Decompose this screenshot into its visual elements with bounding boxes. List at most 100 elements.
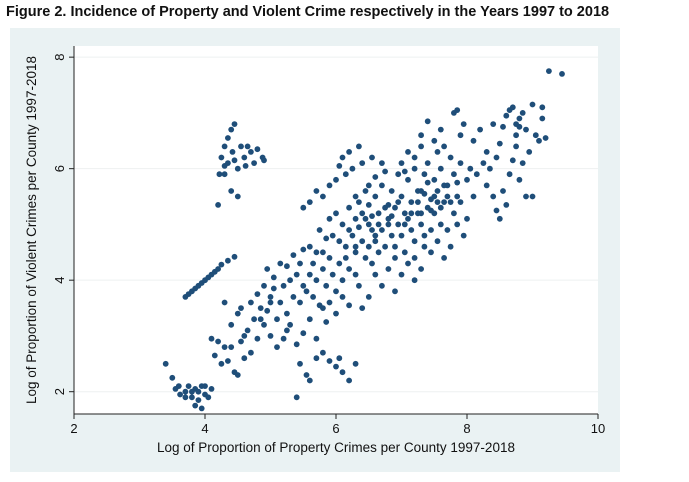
data-point-0-306 [529,193,536,200]
data-point-0-82 [241,333,248,339]
data-point-0-58 [208,335,215,342]
data-point-0-244 [424,179,431,186]
data-point-0-141 [313,335,320,342]
data-point-0-294 [490,193,497,200]
data-point-0-308 [536,137,542,144]
data-point-0-200 [408,199,415,206]
data-point-0-176 [356,143,362,150]
data-point-0-6 [185,383,192,389]
data-point-0-180 [372,174,379,180]
data-point-0-45 [234,193,241,200]
data-point-0-178 [365,182,372,189]
data-point-0-80 [234,310,241,317]
data-point-0-108 [316,227,323,233]
data-point-0-194 [388,188,395,194]
data-point-0-7 [189,394,195,401]
data-point-0-10 [195,397,202,403]
data-point-0-79 [228,321,235,328]
data-point-0-335 [401,221,408,228]
data-point-0-114 [336,238,343,245]
data-point-0-220 [421,243,428,250]
data-point-0-119 [306,271,313,278]
data-point-0-229 [424,160,431,167]
data-point-0-253 [464,215,470,222]
data-point-0-305 [526,149,533,155]
data-point-0-15 [198,405,205,412]
data-point-0-274 [418,266,424,272]
data-point-0-334 [395,199,402,206]
data-point-0-150 [274,344,280,350]
data-point-0-159 [339,369,346,376]
data-point-0-266 [405,260,411,267]
data-point-0-316 [519,110,526,116]
data-point-0-9 [195,388,202,395]
data-point-0-63 [225,358,231,364]
data-point-0-169 [333,176,339,183]
data-point-0-86 [261,282,267,289]
data-point-0-64 [228,344,235,350]
data-point-0-227 [418,143,424,150]
data-point-0-214 [401,249,408,256]
data-point-0-339 [421,190,428,197]
data-point-0-291 [480,160,487,167]
data-point-0-69 [244,327,251,334]
data-point-0-3 [175,383,182,389]
data-point-0-78 [221,299,228,306]
data-point-0-52 [254,146,261,153]
data-point-0-287 [490,121,497,127]
data-points [162,68,565,412]
data-point-0-134 [356,282,362,289]
data-point-0-336 [408,210,415,217]
data-point-0-19 [182,394,189,401]
data-point-0-170 [336,163,343,169]
data-point-0-261 [460,232,467,239]
data-point-0-184 [356,199,362,206]
plot-area [74,46,598,414]
data-point-0-60 [215,338,222,345]
data-point-0-269 [365,294,372,300]
data-point-0-258 [441,255,447,261]
data-point-0-93 [287,277,293,284]
data-point-0-147 [346,302,352,309]
figure-title: Figure 2. Incidence of Property and Viol… [6,4,610,20]
data-point-0-156 [326,358,333,364]
data-point-0-222 [428,227,434,233]
y-tick-label-2: 6 [52,165,67,172]
x-tick-label-3: 8 [463,421,470,436]
data-point-0-215 [405,215,411,222]
data-point-0-300 [509,157,516,164]
data-point-0-35 [216,171,223,178]
data-point-0-110 [323,235,330,242]
data-point-0-136 [362,255,369,261]
data-point-0-54 [261,157,267,164]
data-point-0-116 [342,255,349,261]
data-point-0-137 [365,221,372,228]
data-point-0-187 [365,202,372,208]
data-point-0-212 [395,221,402,228]
data-point-0-271 [352,271,359,278]
data-point-0-153 [297,360,303,367]
y-tick-label-0: 2 [52,388,67,395]
data-point-0-268 [372,271,379,278]
data-point-0-206 [375,249,382,256]
data-point-0-163 [320,349,326,356]
data-point-0-177 [359,160,366,167]
y-tick-label-1: 4 [52,277,67,284]
data-point-0-232 [437,165,444,172]
data-point-0-254 [470,193,477,200]
data-point-0-73 [257,305,264,311]
data-point-0-91 [280,282,287,289]
data-point-0-59 [211,352,218,359]
data-point-0-17 [208,386,215,392]
data-point-0-328 [362,215,369,222]
data-point-0-50 [248,149,254,155]
data-point-0-188 [369,227,375,233]
data-point-0-292 [483,182,490,189]
data-point-0-236 [454,193,461,200]
data-point-0-151 [284,327,290,334]
data-point-0-99 [270,274,277,281]
data-point-0-309 [539,115,546,122]
data-point-0-179 [369,154,375,161]
data-point-0-321 [546,68,552,74]
data-point-0-275 [418,132,424,139]
